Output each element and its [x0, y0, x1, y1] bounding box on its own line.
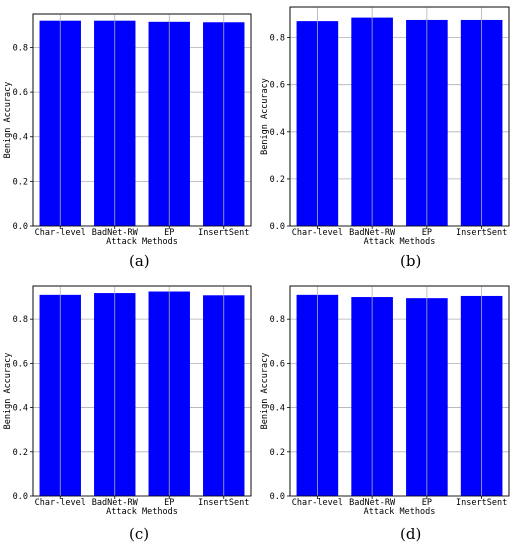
- y-tick-label: 0.0: [270, 492, 285, 502]
- caption-a: (a): [129, 252, 150, 270]
- x-axis-label: Attack Methods: [106, 507, 178, 517]
- x-tick-label: Char-level: [292, 228, 343, 238]
- caption-d: (d): [400, 525, 422, 543]
- y-tick-label: 0.8: [270, 34, 285, 44]
- y-axis-label: Benign Accuracy: [3, 82, 13, 159]
- bar-chart-d: 0.0 0.2 0.4 0.6 0.8 Char-level BadNet-RW EP Inse…: [260, 285, 510, 517]
- plot-frame-top: [289, 285, 510, 497]
- plot-frame-top: [289, 6, 510, 227]
- x-axis-label: Attack Methods: [364, 507, 436, 517]
- bar-chart-a: 0.0 0.2 0.4 0.6 0.8 Char-level BadNet-RW EP Inse…: [3, 13, 252, 247]
- y-tick-label: 0.4: [13, 133, 28, 143]
- y-tick-label: 0.4: [270, 128, 285, 138]
- y-tick-label: 0.6: [270, 359, 285, 369]
- x-tick-label: InsertSent: [456, 498, 507, 508]
- y-tick-label: 0.2: [270, 448, 285, 458]
- x-axis-label: Attack Methods: [106, 237, 178, 247]
- y-tick-label: 0.2: [13, 177, 28, 187]
- y-tick-label: 0.0: [13, 492, 28, 502]
- y-axis-label: Benign Accuracy: [260, 78, 270, 155]
- chart-panel-a: 0.0 0.2 0.4 0.6 0.8 Char-level BadNet-RW EP Inse…: [0, 0, 257, 250]
- y-tick-label: 0.4: [270, 404, 285, 414]
- x-tick-label: EP: [422, 228, 432, 238]
- chart-panel-b: 0.0 0.2 0.4 0.6 0.8 Char-level BadNet-RW EP Inse…: [257, 0, 515, 250]
- y-tick-label: 0.6: [13, 88, 28, 98]
- x-tick-label: Char-level: [35, 228, 86, 238]
- y-tick-label: 0.2: [13, 448, 28, 458]
- x-tick-label: EP: [164, 228, 174, 238]
- x-tick-label: BadNet-RW: [349, 228, 396, 238]
- x-tick-label: InsertSent: [198, 498, 249, 508]
- y-tick-label: 0.0: [270, 222, 285, 232]
- x-tick-label: Char-level: [292, 498, 343, 508]
- caption-c: (c): [129, 525, 150, 543]
- y-tick-label: 0.0: [13, 222, 28, 232]
- x-tick-label: EP: [164, 498, 174, 508]
- x-tick-label: EP: [422, 498, 432, 508]
- x-tick-label: BadNet-RW: [349, 498, 396, 508]
- x-tick-label: InsertSent: [198, 228, 249, 238]
- x-tick-label: InsertSent: [456, 228, 507, 238]
- y-tick-label: 0.2: [270, 175, 285, 185]
- bar-chart-c: 0.0 0.2 0.4 0.6 0.8 Char-level BadNet-RW EP Inse…: [3, 285, 252, 517]
- chart-panel-d: 0.0 0.2 0.4 0.6 0.8 Char-level BadNet-RW EP Inse…: [257, 272, 515, 522]
- x-tick-label: BadNet-RW: [92, 498, 139, 508]
- y-axis-label: Benign Accuracy: [260, 353, 270, 430]
- x-tick-label: Char-level: [35, 498, 86, 508]
- plot-frame-top: [32, 13, 252, 227]
- y-tick-label: 0.4: [13, 404, 28, 414]
- x-axis-label: Attack Methods: [364, 237, 436, 247]
- y-tick-label: 0.6: [270, 81, 285, 91]
- y-tick-label: 0.6: [13, 359, 28, 369]
- y-axis-label: Benign Accuracy: [3, 353, 13, 430]
- caption-b: (b): [400, 252, 422, 270]
- x-tick-label: BadNet-RW: [92, 228, 139, 238]
- y-tick-label: 0.8: [13, 315, 28, 325]
- plot-frame-top: [32, 285, 252, 497]
- y-tick-label: 0.8: [13, 43, 28, 53]
- chart-panel-c: 0.0 0.2 0.4 0.6 0.8 Char-level BadNet-RW EP Inse…: [0, 272, 257, 522]
- y-tick-label: 0.8: [270, 315, 285, 325]
- bar-chart-b: 0.0 0.2 0.4 0.6 0.8 Char-level BadNet-RW EP Inse…: [260, 6, 510, 247]
